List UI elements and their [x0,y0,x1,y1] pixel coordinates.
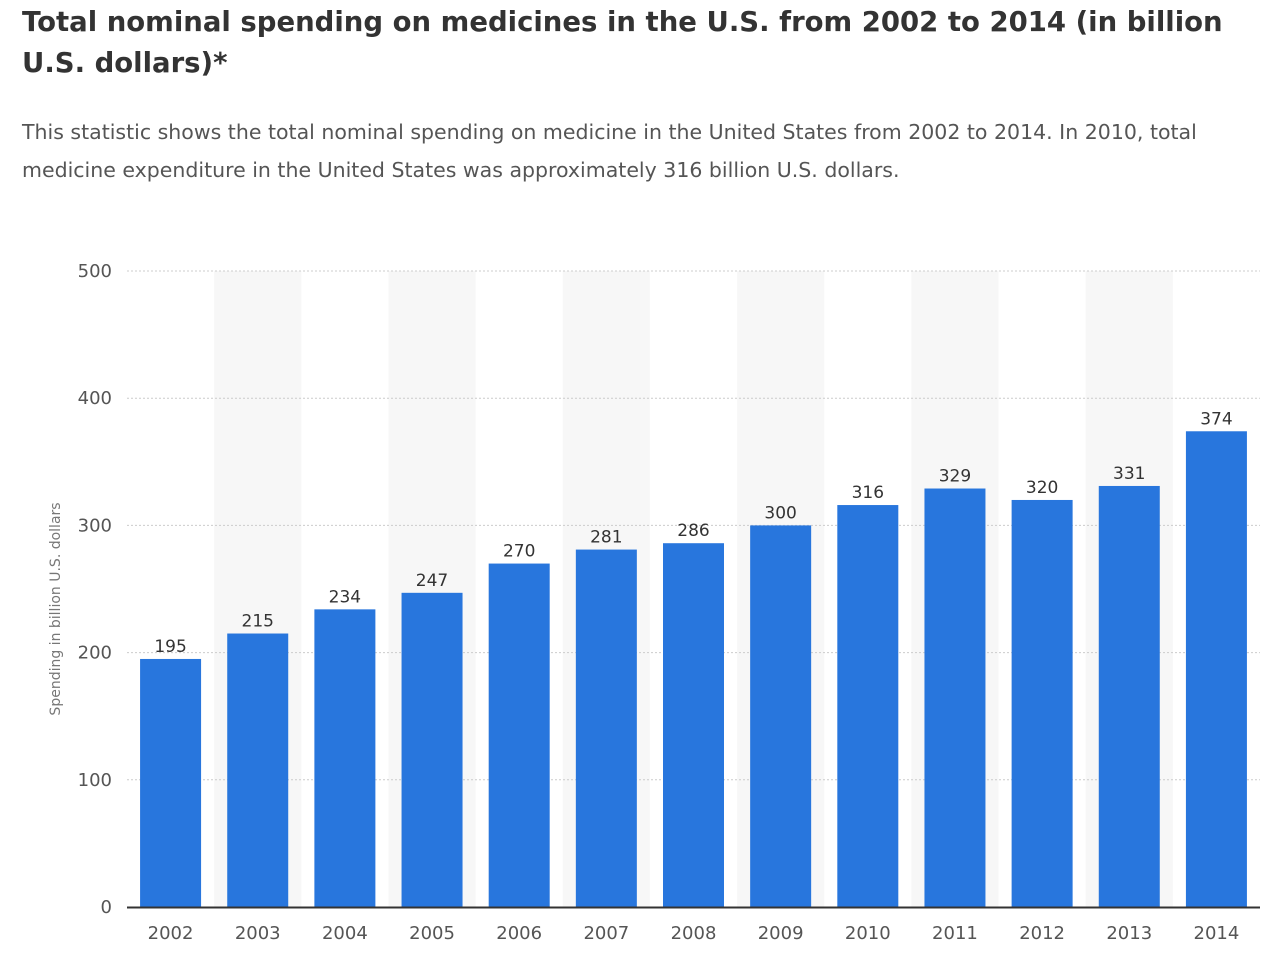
data-label: 270 [503,542,535,562]
data-label: 374 [1200,409,1232,429]
x-tick-label: 2011 [932,923,978,944]
data-label: 300 [764,503,796,523]
x-tick-label: 2009 [758,923,804,944]
data-label: 247 [416,571,448,591]
bar[interactable] [227,633,289,907]
data-label: 234 [329,587,361,607]
x-tick-label: 2008 [671,923,717,944]
bar[interactable] [314,609,376,907]
bar[interactable] [663,543,724,907]
y-tick-label: 100 [78,770,112,791]
data-label: 286 [677,521,709,541]
x-tick-label: 2014 [1194,923,1240,944]
data-label: 195 [154,637,186,657]
x-tick-label: 2004 [322,923,368,944]
y-axis-ticks: 0 100 200 300 400 500 [78,261,112,918]
y-axis-label: Spending in billion U.S. dollars [48,502,64,715]
data-label: 215 [242,612,274,632]
x-tick-label: 2013 [1106,923,1152,944]
data-label: 320 [1026,478,1058,498]
y-tick-label: 300 [78,515,112,536]
bars [140,431,1247,907]
data-label: 331 [1113,464,1145,484]
x-tick-label: 2012 [1019,923,1065,944]
y-tick-label: 200 [78,643,112,664]
x-tick-label: 2006 [496,923,542,944]
data-labels: 195 215 234 247 270 281 286 300 316 329 320 331 374 [154,409,1232,657]
x-tick-label: 2010 [845,923,891,944]
bar[interactable] [1185,431,1247,907]
x-axis-ticks: 2002 2003 2004 2005 2006 2007 2008 2009 2010 2011… [148,923,1240,944]
bar[interactable] [575,549,637,907]
chart-description: This statistic shows the total nominal s… [22,120,1197,182]
bar[interactable] [837,505,899,907]
data-label: 281 [590,528,622,548]
y-tick-label: 500 [78,261,112,282]
y-tick-label: 400 [78,388,112,409]
x-tick-label: 2003 [235,923,281,944]
bar[interactable] [401,592,463,907]
bar[interactable] [140,658,202,907]
bar[interactable] [750,525,812,907]
data-label: 316 [852,483,884,503]
bar[interactable] [924,488,986,907]
x-tick-label: 2002 [148,923,194,944]
y-tick-label: 0 [101,897,112,918]
x-tick-label: 2007 [583,923,629,944]
bar[interactable] [488,563,550,907]
bar[interactable] [1098,485,1160,907]
bar[interactable] [1011,499,1073,907]
data-label: 329 [939,467,971,487]
chart-title: Total nominal spending on medicines in t… [22,6,1223,79]
x-tick-label: 2005 [409,923,455,944]
